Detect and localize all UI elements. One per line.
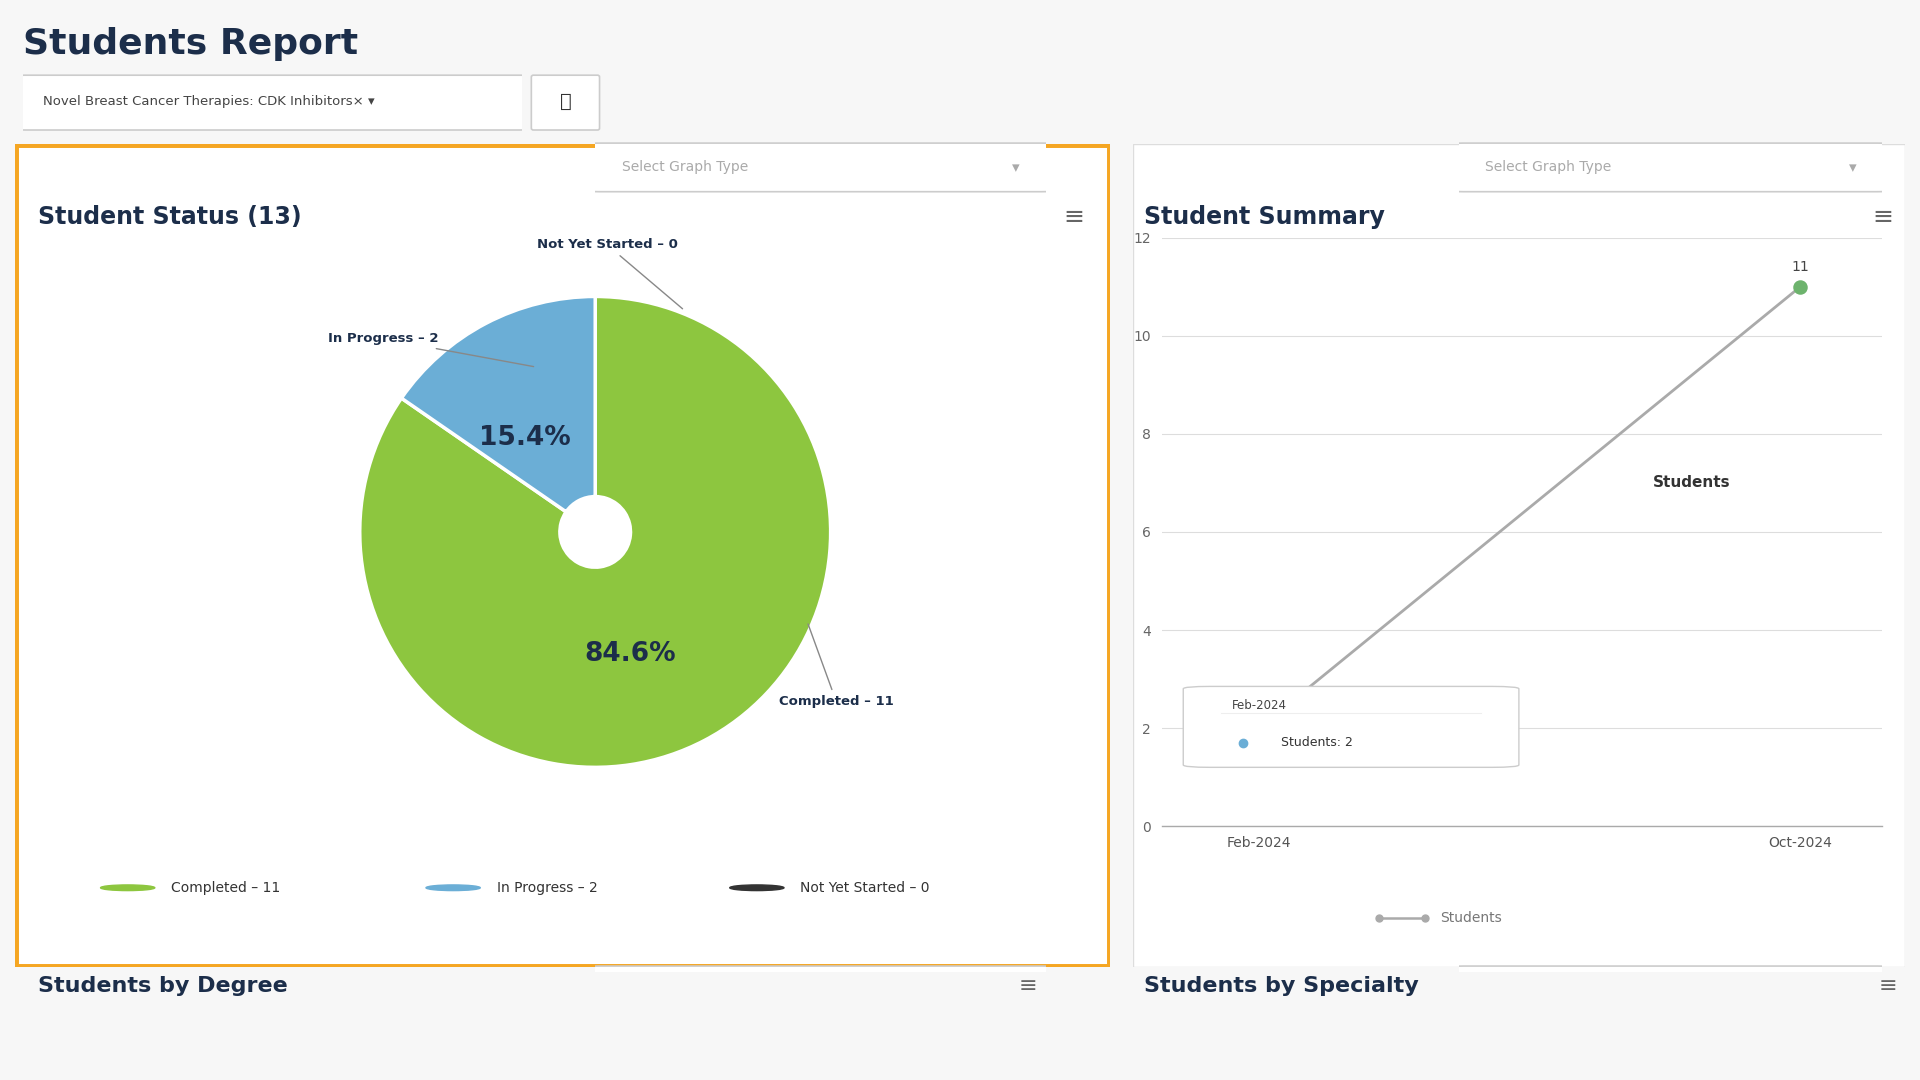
Text: In Progress – 2: In Progress – 2 <box>328 333 534 366</box>
Text: Student Status (13): Student Status (13) <box>38 205 301 229</box>
Text: Completed – 11: Completed – 11 <box>780 624 893 707</box>
FancyBboxPatch shape <box>1452 143 1889 192</box>
FancyBboxPatch shape <box>1133 144 1905 967</box>
FancyBboxPatch shape <box>586 966 1056 1015</box>
Text: Student Summary: Student Summary <box>1144 205 1384 229</box>
Text: Feb-2024: Feb-2024 <box>1233 699 1286 712</box>
Text: ≡: ≡ <box>1064 205 1085 229</box>
Text: Novel Breast Cancer Therapies: CDK Inhibitors× ▾: Novel Breast Cancer Therapies: CDK Inhib… <box>42 95 374 108</box>
FancyBboxPatch shape <box>15 144 1110 967</box>
Circle shape <box>426 885 480 891</box>
FancyBboxPatch shape <box>1452 966 1889 1015</box>
Circle shape <box>730 885 783 891</box>
Text: Students by Specialty: Students by Specialty <box>1144 976 1419 997</box>
Text: ≡: ≡ <box>1878 976 1897 997</box>
Text: Students: Students <box>1653 475 1732 490</box>
FancyBboxPatch shape <box>532 76 599 130</box>
Text: Completed – 11: Completed – 11 <box>171 881 280 894</box>
FancyBboxPatch shape <box>1183 687 1519 767</box>
FancyBboxPatch shape <box>0 972 1920 1080</box>
Text: Not Yet Started – 0: Not Yet Started – 0 <box>801 881 929 894</box>
Text: Students by Degree: Students by Degree <box>38 976 288 997</box>
FancyBboxPatch shape <box>586 143 1056 192</box>
Text: Select Graph Type: Select Graph Type <box>622 984 749 997</box>
Point <box>1244 719 1275 737</box>
Text: Select Graph Type: Select Graph Type <box>1484 984 1611 997</box>
Text: Not Yet Started – 0: Not Yet Started – 0 <box>536 239 682 309</box>
Point <box>1786 278 1816 295</box>
Text: 11: 11 <box>1791 260 1809 274</box>
Text: In Progress – 2: In Progress – 2 <box>497 881 597 894</box>
Text: 15.4%: 15.4% <box>478 424 570 450</box>
Text: ▾: ▾ <box>1012 160 1020 175</box>
Text: ▾: ▾ <box>1012 983 1020 998</box>
Circle shape <box>100 885 156 891</box>
Text: ▾: ▾ <box>1849 983 1857 998</box>
Text: Select Graph Type: Select Graph Type <box>622 161 749 174</box>
Text: 84.6%: 84.6% <box>586 642 676 667</box>
Text: Students: Students <box>1440 912 1501 924</box>
FancyBboxPatch shape <box>12 76 534 130</box>
Text: ▾: ▾ <box>1849 160 1857 175</box>
Text: ⧈: ⧈ <box>559 92 572 111</box>
Text: Select Graph Type: Select Graph Type <box>1484 161 1611 174</box>
Wedge shape <box>401 296 595 512</box>
Circle shape <box>561 497 630 567</box>
Text: ≡: ≡ <box>1018 976 1037 997</box>
Text: Students: 2: Students: 2 <box>1281 737 1352 750</box>
Text: ≡: ≡ <box>1872 205 1893 229</box>
Wedge shape <box>359 296 831 767</box>
Text: Students Report: Students Report <box>23 27 359 60</box>
